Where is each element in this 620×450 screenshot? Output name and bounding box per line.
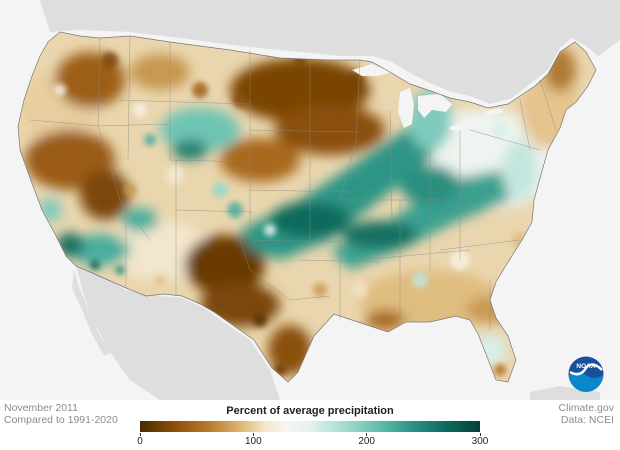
great-lakes (352, 64, 504, 132)
legend-tick-mark (252, 433, 254, 436)
legend-tick-mark (366, 433, 368, 436)
source-label: Climate.gov (558, 402, 614, 414)
legend-colorbar (140, 421, 480, 432)
legend-tick-label: 200 (358, 436, 375, 447)
map-caption: November 2011 Compared to 1991-2020 (4, 402, 118, 426)
us-outline (17, 31, 597, 383)
baja-land (72, 270, 112, 356)
date-label: November 2011 (4, 402, 78, 414)
noaa-logo: NOAA (568, 356, 604, 392)
legend-tick-mark (479, 433, 481, 436)
data-source-label: Data: NCEI (560, 414, 614, 426)
comparison-label: Compared to 1991-2020 (4, 414, 118, 426)
canada-land (40, 0, 620, 104)
precipitation-map (0, 0, 620, 400)
noaa-logo-text: NOAA (576, 363, 595, 370)
state-borders (29, 35, 557, 330)
legend-title: Percent of average precipitation (226, 405, 394, 417)
legend-tick-label: 300 (471, 436, 489, 447)
legend-tick-label: 100 (244, 436, 262, 447)
legend-tick-label: 0 (137, 436, 143, 447)
mexico-land (76, 266, 280, 400)
credits: Climate.gov Data: NCEI (559, 402, 614, 426)
legend-tick-mark (139, 433, 141, 436)
